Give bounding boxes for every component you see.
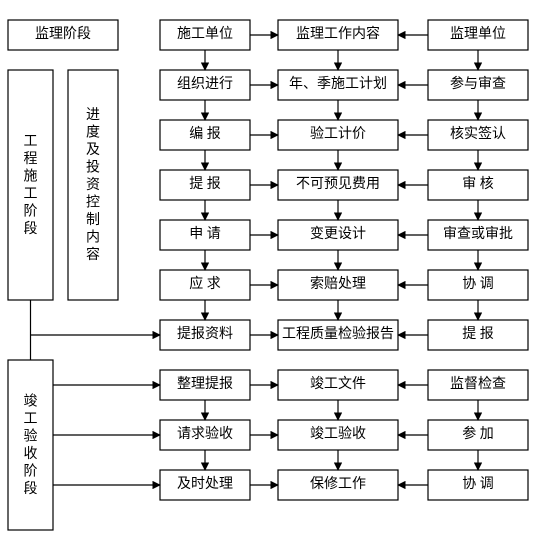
row1-col4-label: 核实签认	[450, 125, 506, 142]
header-col3-label: 监理工作内容	[296, 25, 380, 42]
row1-col3-label: 验工计价	[310, 126, 366, 142]
content-box-char: 制	[86, 212, 100, 228]
row6-col2-label: 整理提报	[177, 376, 233, 392]
row6-col3-label: 竣工文件	[310, 376, 366, 392]
row3-col2-label: 申 请	[189, 226, 221, 242]
content-box-char: 度	[86, 125, 100, 141]
content-box-char: 投	[86, 160, 100, 176]
row6-col4-label: 监督检查	[450, 376, 506, 392]
stage2-char: 段	[24, 481, 38, 497]
row8-col4-label: 协 调	[462, 476, 494, 492]
stage1-char: 施	[24, 168, 38, 184]
stage2-char: 验	[24, 428, 38, 444]
stage1-char: 工	[24, 134, 38, 149]
row0-col2-label: 组织进行	[177, 76, 233, 92]
row5-col3-label: 工程质量检验报告	[282, 326, 394, 342]
row2-col3-label: 不可预见费用	[296, 176, 380, 192]
header-left-label: 监理阶段	[35, 26, 91, 42]
row7-col2-label: 请求验收	[177, 426, 233, 442]
row3-col4-label: 审查或审批	[443, 226, 513, 242]
stage1-char: 工	[24, 187, 38, 202]
row4-col3-label: 索赔处理	[310, 275, 366, 292]
row8-col2-label: 及时处理	[177, 476, 233, 492]
header-col4-label: 监理单位	[450, 26, 506, 42]
row2-col2-label: 提 报	[189, 176, 221, 192]
row8-col3-label: 保修工作	[310, 476, 366, 492]
row1-col2-label: 编 报	[189, 126, 221, 142]
row4-col4-label: 协 调	[462, 276, 494, 292]
row7-col3-label: 竣工验收	[310, 426, 366, 442]
header-col2-label: 施工单位	[177, 26, 233, 42]
content-box-char: 内	[86, 230, 100, 246]
stage1-char: 阶	[24, 203, 38, 219]
row4-col2-label: 应 求	[189, 275, 221, 292]
row0-col4-label: 参与审查	[450, 75, 506, 92]
content-box-char: 容	[86, 246, 100, 263]
content-box-char: 资	[86, 177, 100, 193]
stage2-char: 工	[24, 412, 38, 427]
stage2-char: 阶	[24, 463, 38, 479]
stage1-char: 段	[24, 221, 38, 237]
content-box-char: 控	[86, 195, 100, 211]
row5-col2-label: 提报资料	[177, 326, 233, 342]
stage2	[8, 360, 53, 530]
content-box-char: 及	[86, 142, 100, 158]
stage2-char: 竣	[24, 393, 38, 409]
stage2-char: 收	[24, 446, 38, 462]
row0-col3-label: 年、季施工计划	[289, 76, 387, 92]
row2-col4-label: 审 核	[462, 176, 494, 192]
stage1	[8, 70, 53, 300]
row7-col4-label: 参 加	[462, 425, 494, 442]
content-box-char: 进	[86, 107, 100, 123]
row3-col3-label: 变更设计	[310, 226, 366, 242]
row5-col4-label: 提 报	[462, 326, 494, 342]
stage1-char: 程	[24, 151, 38, 167]
